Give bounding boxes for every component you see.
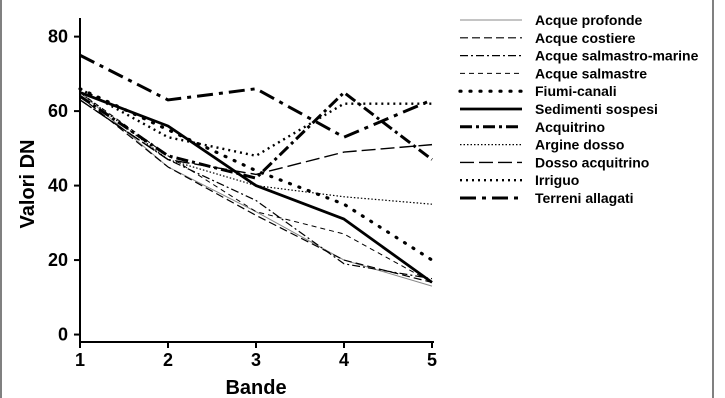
y-tick-label: 60 xyxy=(48,101,68,121)
legend-label: Irriguo xyxy=(535,172,579,188)
legend-label: Terreni allagati xyxy=(535,190,634,206)
x-tick-label: 4 xyxy=(339,350,349,370)
series-line xyxy=(79,87,432,157)
legend-label: Acque salmastro-marine xyxy=(535,48,699,64)
legend-label: Acquitrino xyxy=(535,119,605,135)
y-tick-label: 40 xyxy=(48,176,68,196)
legend-label: Dosso acquitrino xyxy=(535,154,649,170)
y-tick-label: 0 xyxy=(58,325,68,345)
legend-label: Acque costiere xyxy=(535,30,636,46)
series-line xyxy=(79,99,433,176)
x-tick-label: 5 xyxy=(427,350,437,370)
legend-label: Argine dosso xyxy=(535,137,624,153)
x-tick-label: 2 xyxy=(163,350,173,370)
axes: 0 20 40 60 80 1 2 3 4 5 xyxy=(48,18,437,370)
legend-label: Acque salmastre xyxy=(535,65,647,81)
y-tick-label: 20 xyxy=(48,250,68,270)
legend: Acque profonde Acque costiere Acque salmas… xyxy=(458,12,699,206)
x-tick-label: 1 xyxy=(75,350,85,370)
series-line xyxy=(79,90,433,180)
series-line xyxy=(79,92,433,205)
series-lines xyxy=(78,53,434,287)
series-line xyxy=(79,95,433,283)
y-tick-label: 80 xyxy=(48,27,68,47)
y-axis-label: Valori DN xyxy=(17,140,39,229)
x-axis-label: Bande xyxy=(225,377,286,398)
series-line xyxy=(79,53,433,139)
x-tick-label: 3 xyxy=(251,350,261,370)
legend-label: Acque profonde xyxy=(535,12,643,28)
series-line xyxy=(79,91,433,284)
legend-label: Fiumi-canali xyxy=(535,83,617,99)
legend-label: Sedimenti sospesi xyxy=(535,101,658,117)
